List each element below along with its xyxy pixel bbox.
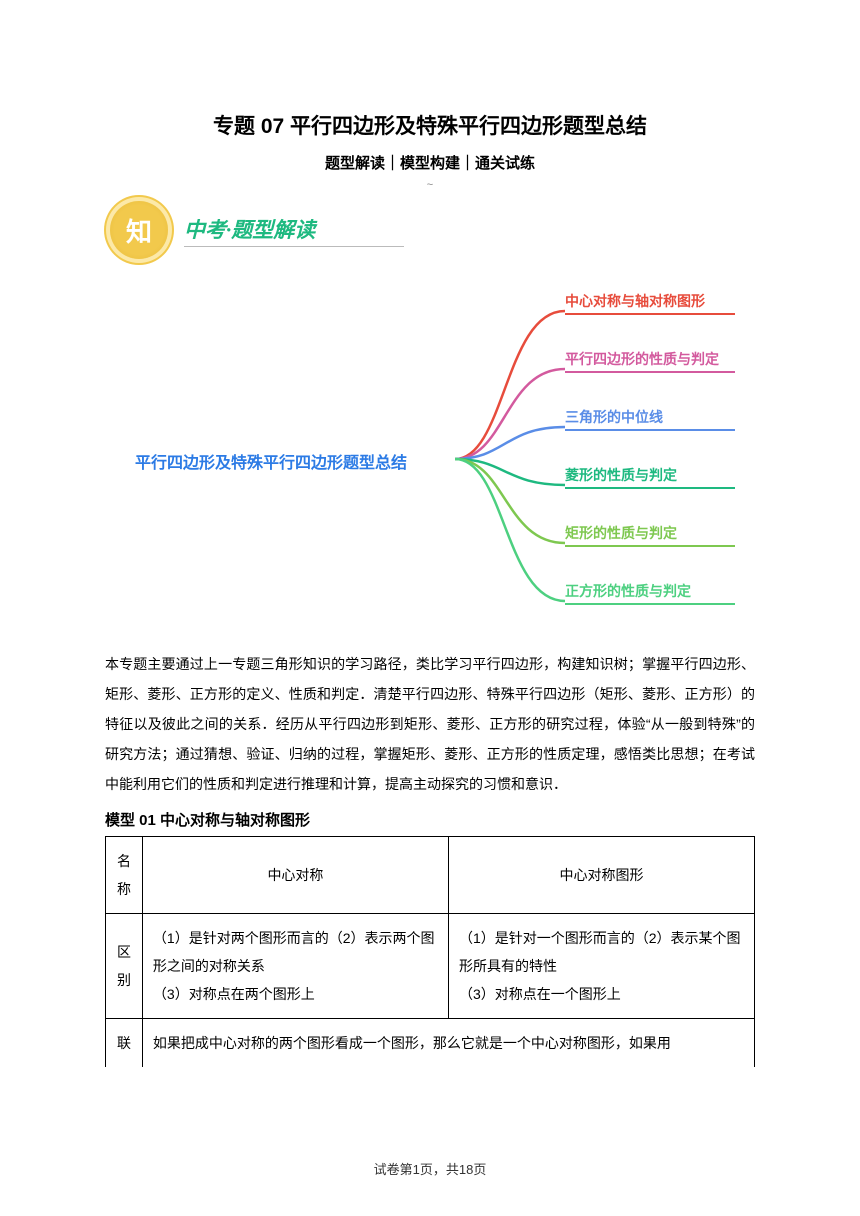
page-title: 专题 07 平行四边形及特殊平行四边形题型总结 (105, 110, 755, 140)
mindmap-branch-5: 矩形的性质与判定 (565, 523, 735, 547)
table-cell: 中心对称 (142, 837, 448, 914)
badge-icon: 知 (110, 201, 168, 259)
table-row: 联 如果把成中心对称的两个图形看成一个图形，那么它就是一个中心对称图形，如果用 (106, 1019, 755, 1068)
table-row: 名称 中心对称 中心对称图形 (106, 837, 755, 914)
mindmap-branch-2: 平行四边形的性质与判定 (565, 349, 735, 373)
table-cell: （1）是针对一个图形而言的（2）表示某个图形所具有的特性 （3）对称点在一个图形… (448, 914, 754, 1019)
table-cell: 中心对称图形 (448, 837, 754, 914)
subtitle: 题型解读｜模型构建｜通关试练 (105, 152, 755, 173)
page-footer: 试卷第1页，共18页 (0, 1159, 860, 1178)
table-cell: （1）是针对两个图形而言的（2）表示两个图形之间的对称关系 （3）对称点在两个图… (142, 914, 448, 1019)
mindmap-branch-1: 中心对称与轴对称图形 (565, 291, 735, 315)
mindmap-diagram: 平行四边形及特殊平行四边形题型总结 中心对称与轴对称图形 平行四边形的性质与判定… (105, 289, 755, 629)
model-heading: 模型 01 中心对称与轴对称图形 (105, 809, 755, 830)
table-row: 区别 （1）是针对两个图形而言的（2）表示两个图形之间的对称关系 （3）对称点在… (106, 914, 755, 1019)
mindmap-root: 平行四边形及特殊平行四边形题型总结 (135, 449, 407, 473)
row-label: 联 (106, 1019, 143, 1068)
mindmap-branch-4: 菱形的性质与判定 (565, 465, 735, 489)
row-label: 区别 (106, 914, 143, 1019)
body-paragraph: 本专题主要通过上一专题三角形知识的学习路径，类比学习平行四边形，构建知识树；掌握… (105, 649, 755, 799)
comparison-table: 名称 中心对称 中心对称图形 区别 （1）是针对两个图形而言的（2）表示两个图形… (105, 836, 755, 1067)
mindmap-branch-3: 三角形的中位线 (565, 407, 735, 431)
badge-underline: 中考·题型解读 (184, 214, 404, 247)
tilde-decor: ~ (105, 179, 755, 191)
row-label: 名称 (106, 837, 143, 914)
badge-text: 中考·题型解读 (184, 218, 315, 242)
section-badge: 知 中考·题型解读 (110, 201, 755, 259)
mindmap-branch-6: 正方形的性质与判定 (565, 581, 735, 605)
table-cell: 如果把成中心对称的两个图形看成一个图形，那么它就是一个中心对称图形，如果用 (142, 1019, 754, 1068)
